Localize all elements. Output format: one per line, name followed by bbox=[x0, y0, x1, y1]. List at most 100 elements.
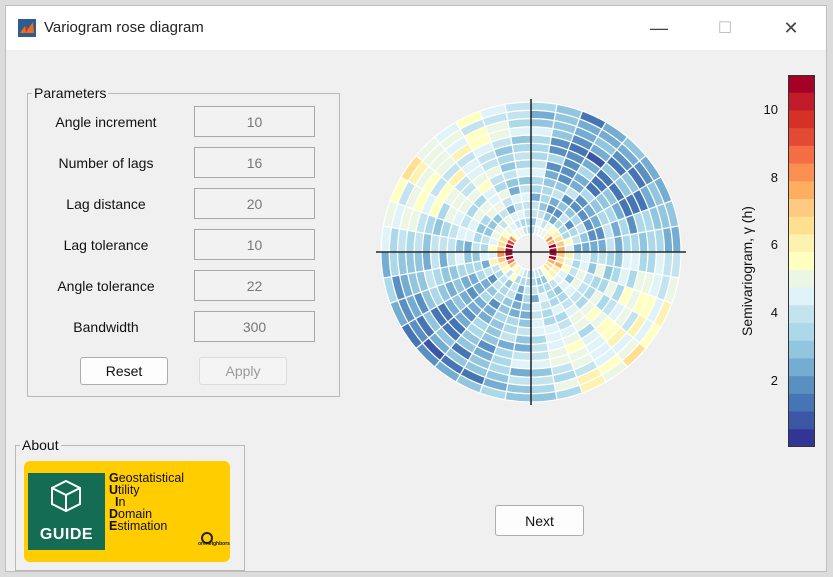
variogram-rose-chart bbox=[376, 99, 686, 405]
param-input[interactable]: 10 bbox=[194, 229, 315, 260]
about-legend: About bbox=[22, 437, 59, 453]
param-input[interactable]: 16 bbox=[194, 147, 315, 178]
window-title: Variogram rose diagram bbox=[44, 19, 204, 36]
rose-cell bbox=[518, 183, 532, 195]
colorbar-swatch bbox=[788, 358, 815, 377]
logo-line: In bbox=[115, 495, 126, 509]
rose-cell bbox=[530, 285, 540, 296]
colorbar-swatch bbox=[788, 181, 815, 200]
rose-cell bbox=[520, 192, 532, 203]
rose-cell bbox=[504, 390, 532, 403]
colorbar-swatch bbox=[788, 145, 815, 165]
next-button[interactable]: Next bbox=[495, 505, 584, 536]
rose-cell bbox=[530, 309, 544, 321]
rose-cell bbox=[380, 251, 393, 279]
rose-cell bbox=[462, 251, 474, 265]
logo-line: Utility bbox=[109, 483, 140, 497]
colorbar-swatch bbox=[788, 128, 815, 147]
colorbar-tick: 10 bbox=[763, 102, 778, 117]
colorbar-swatch bbox=[788, 305, 815, 324]
colorbar-tick: 6 bbox=[770, 237, 778, 252]
rose-cell bbox=[588, 239, 600, 253]
param-label: Bandwidth bbox=[73, 319, 139, 335]
apply-button[interactable]: Apply bbox=[199, 357, 287, 385]
colorbar-swatch bbox=[788, 323, 815, 342]
param-label: Lag tolerance bbox=[63, 237, 149, 253]
colorbar-swatch bbox=[788, 393, 815, 413]
logo-line: Estimation bbox=[109, 519, 168, 533]
colorbar-swatch bbox=[788, 110, 815, 129]
logo-line: Domain bbox=[109, 507, 153, 521]
colorbar-swatch bbox=[788, 75, 815, 94]
colorbar-swatch bbox=[788, 429, 815, 447]
minimize-button[interactable]: — bbox=[650, 17, 668, 38]
colorbar-tick: 8 bbox=[770, 170, 778, 185]
rose-cell bbox=[564, 243, 575, 253]
brand-text: oreneighbors bbox=[198, 541, 230, 547]
rose-cell bbox=[548, 246, 558, 253]
rose-cell bbox=[530, 269, 537, 279]
colorbar-swatch bbox=[788, 199, 815, 218]
rose-cell bbox=[471, 251, 482, 263]
colorbar-swatch bbox=[788, 287, 815, 306]
about-panel: About bbox=[15, 437, 245, 571]
brand-icon bbox=[201, 532, 213, 544]
reset-button[interactable]: Reset bbox=[80, 357, 168, 385]
param-input[interactable]: 10 bbox=[194, 106, 315, 137]
rose-cell bbox=[479, 251, 490, 262]
main-window: Variogram rose diagram — ☐ ✕ Parameters … bbox=[5, 5, 827, 572]
colorbar-swatch bbox=[788, 340, 815, 359]
parameters-legend: Parameters bbox=[34, 85, 107, 101]
close-button[interactable]: ✕ bbox=[783, 17, 799, 38]
colorbar-swatch bbox=[788, 411, 815, 430]
param-input[interactable]: 20 bbox=[194, 188, 315, 219]
param-input[interactable]: 300 bbox=[194, 311, 315, 342]
rose-cell bbox=[524, 216, 532, 227]
colorbar-swatch bbox=[788, 376, 815, 395]
colorbar-swatch bbox=[788, 234, 815, 253]
colorbar-tick: 4 bbox=[770, 305, 778, 320]
rose-cell bbox=[521, 200, 532, 211]
rose-cell bbox=[380, 225, 393, 253]
rose-cell bbox=[530, 390, 558, 403]
rose-cell bbox=[530, 301, 542, 312]
rose-cell bbox=[504, 101, 532, 114]
logo-badge-text: GUIDE bbox=[39, 526, 94, 543]
rose-cell bbox=[530, 293, 541, 304]
param-label: Angle tolerance bbox=[57, 278, 155, 294]
guide-logo: GUIDE Geostatistical Utility In Domain E… bbox=[24, 461, 230, 562]
rose-cell bbox=[487, 251, 498, 261]
colorbar-label: Semivariogram, γ (h) bbox=[739, 206, 755, 336]
rose-cell bbox=[580, 241, 591, 253]
param-label: Angle increment bbox=[55, 114, 157, 130]
param-input[interactable]: 22 bbox=[194, 270, 315, 301]
param-label: Number of lags bbox=[58, 155, 154, 171]
maximize-button[interactable]: ☐ bbox=[717, 20, 733, 37]
colorbar-swatch bbox=[788, 252, 815, 271]
logo-line: Geostatistical bbox=[109, 471, 185, 485]
colorbar-swatch bbox=[788, 92, 815, 111]
rose-cell bbox=[504, 251, 514, 258]
colorbar-swatch bbox=[788, 216, 815, 235]
logo-badge: GUIDE bbox=[28, 473, 105, 550]
rose-cell bbox=[525, 225, 532, 235]
cube-icon bbox=[51, 479, 81, 513]
rose-cell bbox=[572, 242, 583, 253]
rose-cell bbox=[530, 277, 538, 288]
title-bar: Variogram rose diagram — ☐ ✕ bbox=[6, 6, 826, 50]
rose-cell bbox=[669, 225, 682, 253]
colorbar-swatch bbox=[788, 269, 815, 289]
colorbar bbox=[788, 75, 815, 447]
logo-lines: Geostatistical Utility In Domain Estimat… bbox=[109, 471, 185, 533]
parameters-panel: Parameters bbox=[27, 85, 340, 397]
colorbar-tick: 2 bbox=[770, 373, 778, 388]
param-label: Lag distance bbox=[66, 196, 146, 212]
colorbar-swatch bbox=[788, 163, 815, 182]
matlab-icon bbox=[18, 19, 36, 37]
rose-cell bbox=[530, 101, 558, 114]
colorbar-border bbox=[788, 75, 815, 447]
rose-cell bbox=[495, 251, 506, 259]
rose-cell bbox=[522, 208, 532, 219]
rose-cell bbox=[669, 251, 682, 279]
rose-cell bbox=[556, 245, 567, 253]
